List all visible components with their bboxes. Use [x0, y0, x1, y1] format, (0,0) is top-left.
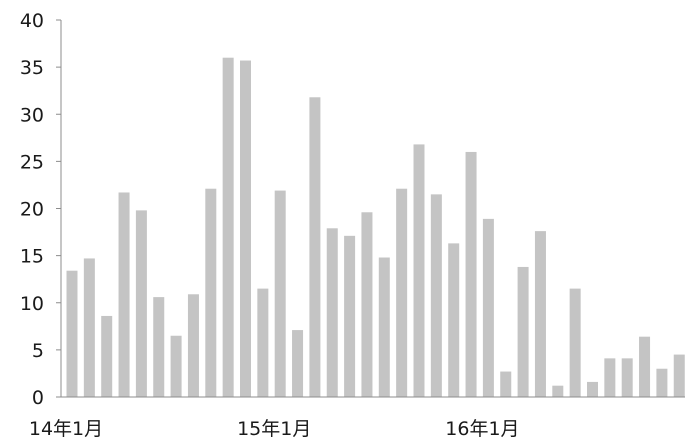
bar — [378, 257, 390, 397]
bar — [413, 144, 425, 397]
bar — [430, 194, 442, 397]
y-tick-label: 0 — [32, 387, 44, 409]
x-axis: 14年1月 15年1月 16年1月 — [29, 396, 685, 440]
bars — [66, 57, 685, 397]
bar — [344, 235, 356, 397]
bar — [118, 192, 130, 397]
bar — [135, 210, 147, 397]
bar — [673, 354, 685, 397]
y-tick-label: 35 — [20, 57, 44, 79]
bar — [639, 336, 651, 397]
bar — [517, 266, 529, 397]
bar — [101, 315, 113, 397]
bar — [240, 60, 251, 397]
bar — [534, 231, 546, 397]
bar — [587, 381, 598, 397]
bar — [292, 330, 304, 397]
y-tick-label: 25 — [20, 151, 44, 173]
y-tick-label: 10 — [20, 293, 44, 315]
bar — [465, 151, 477, 397]
bar — [274, 190, 286, 397]
bar — [66, 270, 78, 397]
bar — [170, 335, 182, 397]
bar — [361, 212, 373, 397]
bar — [448, 243, 460, 397]
bar — [309, 97, 321, 397]
bar — [656, 368, 668, 397]
x-tick-label: 14年1月 — [29, 418, 103, 440]
bar — [83, 258, 95, 397]
bar — [153, 297, 165, 397]
y-tick-label: 40 — [20, 10, 44, 32]
bar — [222, 57, 234, 397]
y-axis: 0 5 10 15 20 25 30 35 40 — [20, 10, 62, 409]
bar — [621, 358, 633, 397]
x-tick-label: 15年1月 — [237, 418, 311, 440]
bar — [552, 385, 564, 397]
bar — [396, 188, 408, 397]
y-tick-label: 30 — [20, 104, 44, 126]
y-tick-label: 20 — [20, 199, 44, 221]
bar — [187, 294, 199, 397]
y-tick-label: 15 — [20, 246, 44, 268]
bar — [482, 218, 494, 397]
x-tick-label: 16年1月 — [445, 418, 519, 440]
bar — [500, 371, 512, 397]
y-tick-label: 5 — [32, 340, 44, 362]
bar — [326, 228, 338, 397]
bar — [205, 188, 217, 397]
bar — [257, 288, 269, 397]
bar — [569, 288, 581, 397]
bar — [604, 358, 616, 397]
